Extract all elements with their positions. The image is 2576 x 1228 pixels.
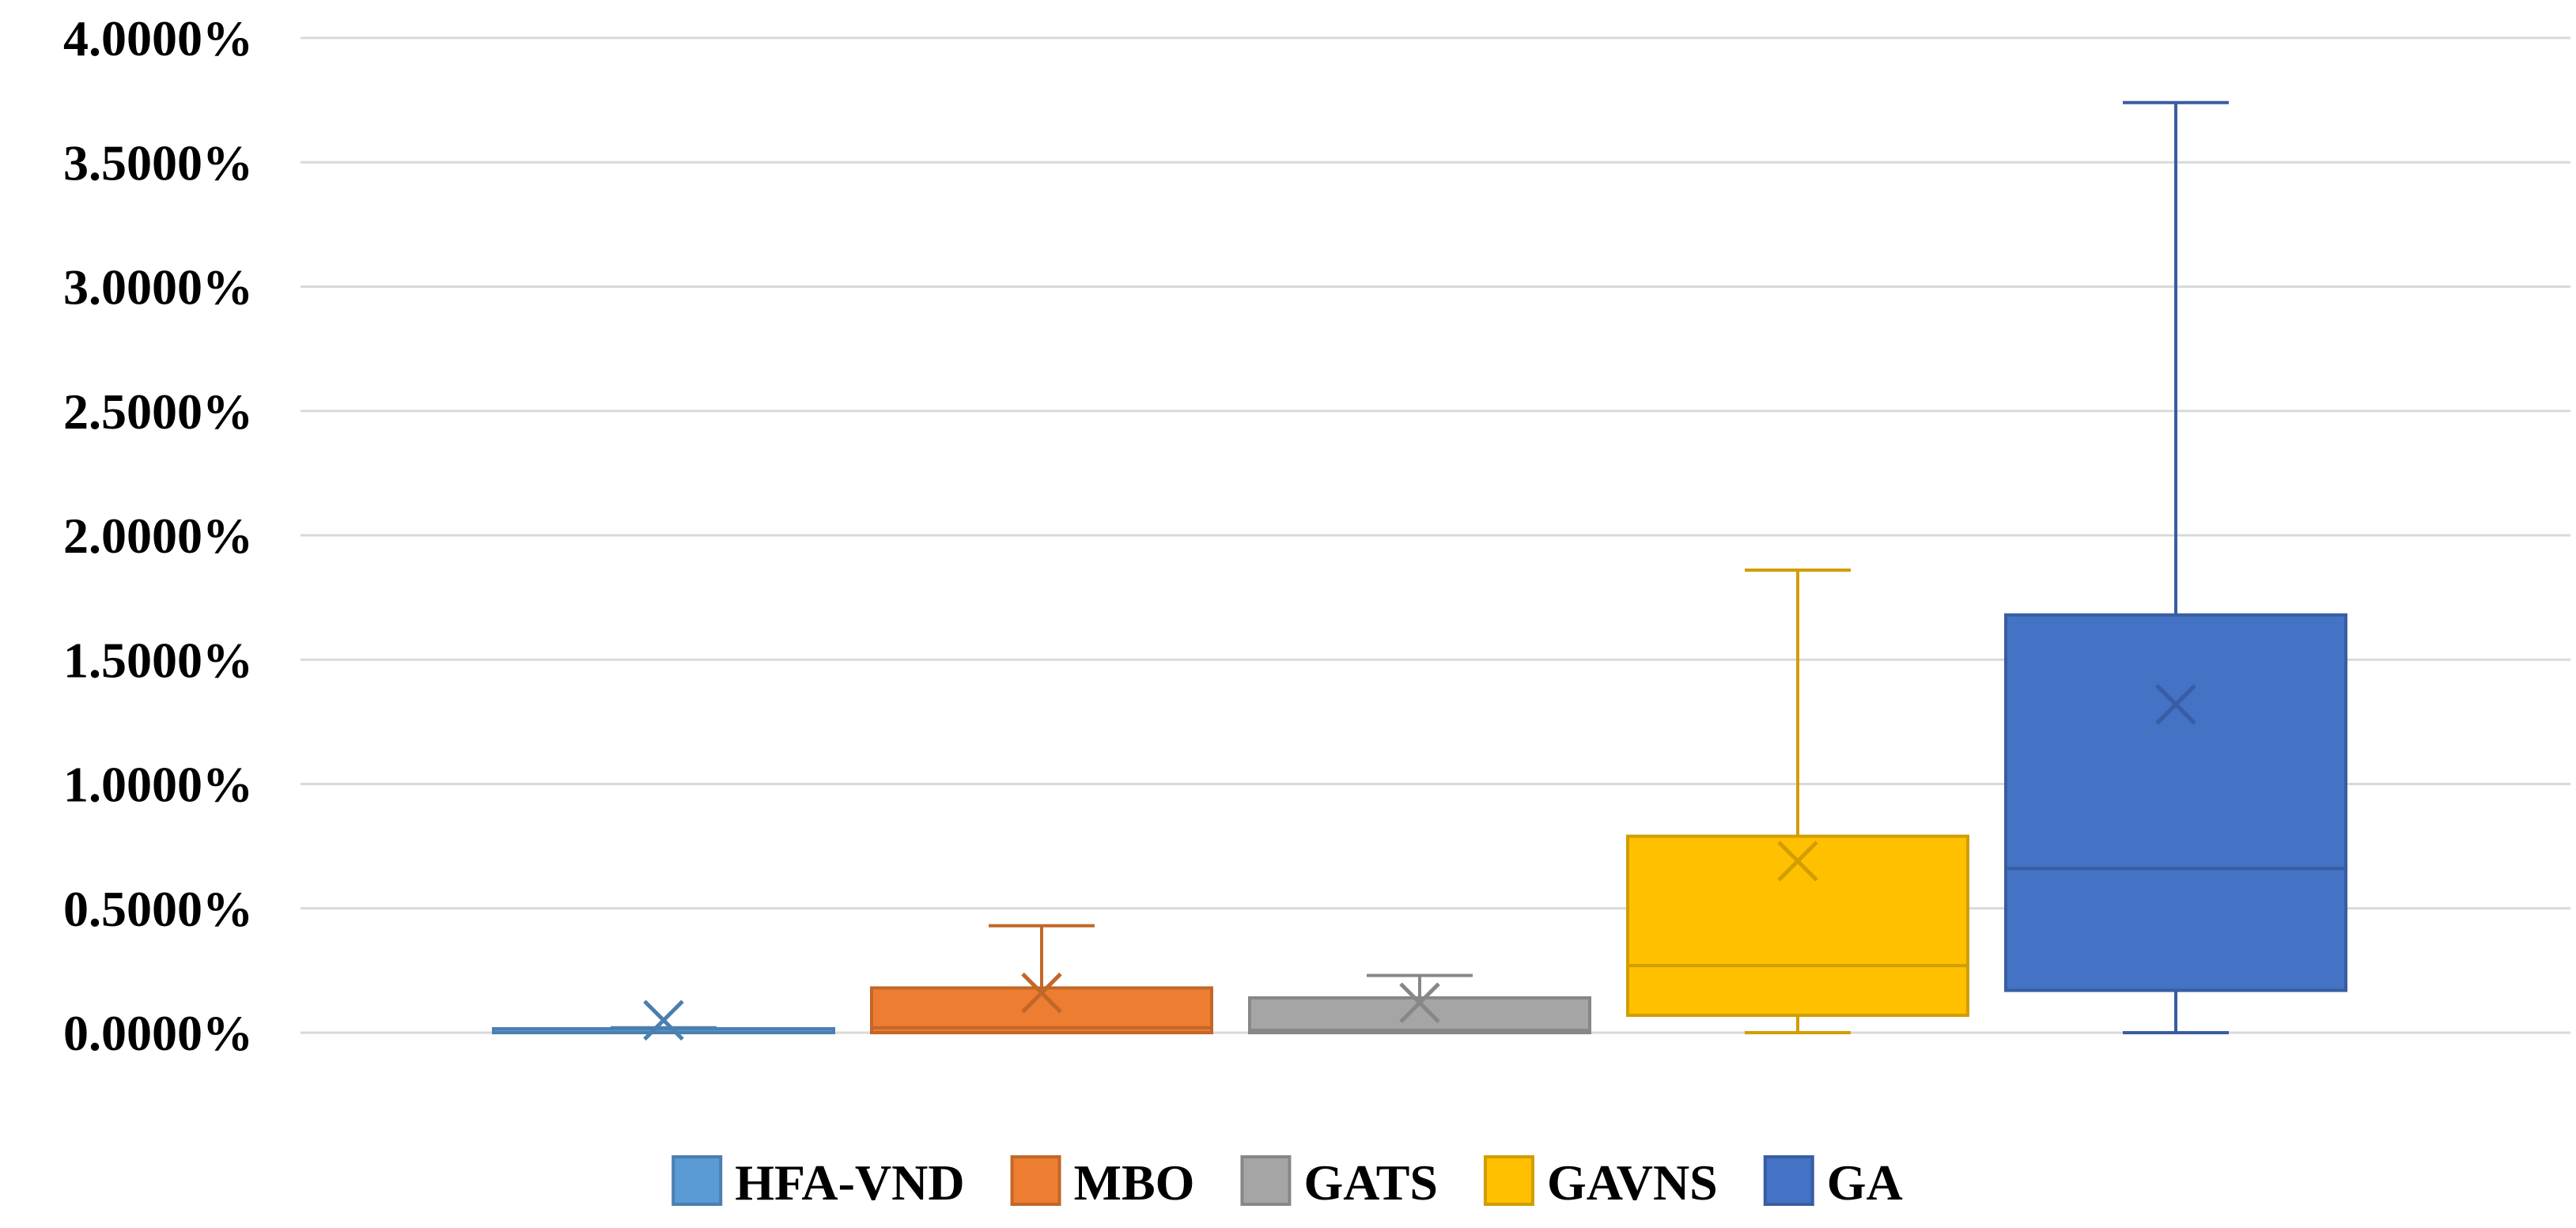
legend-label: GATS — [1303, 1154, 1438, 1211]
mean-marker — [1021, 972, 1062, 1014]
y-tick-label: 3.0000% — [63, 259, 253, 316]
mean-marker — [1399, 982, 1440, 1024]
legend-swatch — [671, 1155, 723, 1206]
legend-item-gavns: GAVNS — [1483, 1154, 1718, 1211]
y-tick-label: 1.5000% — [63, 632, 253, 688]
y-tick-label: 4.0000% — [63, 10, 253, 66]
mean-marker — [1777, 841, 1818, 882]
y-tick-label: 0.0000% — [63, 1005, 253, 1061]
legend-item-ga: GA — [1763, 1154, 1903, 1211]
legend-label: GAVNS — [1547, 1154, 1718, 1211]
box-series — [492, 100, 2347, 1041]
y-tick-label: 1.0000% — [63, 757, 253, 813]
legend: HFA-VND MBO GATS GAVNS GA — [671, 1154, 1903, 1211]
iqr-box — [2004, 613, 2347, 992]
y-tick-label: 2.0000% — [63, 508, 253, 564]
box-ga — [2004, 100, 2347, 1034]
box-gats — [1248, 973, 1591, 1034]
legend-item-gats: GATS — [1240, 1154, 1438, 1211]
iqr-box — [1626, 834, 1969, 1017]
legend-label: HFA-VND — [735, 1154, 964, 1211]
y-tick-label: 2.5000% — [63, 384, 253, 440]
y-tick-label: 0.5000% — [63, 881, 253, 937]
legend-label: MBO — [1074, 1154, 1195, 1211]
legend-swatch — [1010, 1155, 1061, 1206]
legend-swatch — [1763, 1155, 1814, 1206]
mean-marker — [643, 999, 684, 1041]
y-tick-label: 3.5000% — [63, 134, 253, 191]
legend-item-hfa-vnd: HFA-VND — [671, 1154, 965, 1211]
box-mbo — [870, 924, 1213, 1035]
legend-item-mbo: MBO — [1010, 1154, 1195, 1211]
box-gavns — [1626, 569, 1969, 1034]
y-axis-tick-labels: 0.0000% 0.5000% 1.0000% 1.5000% 2.0000% 2.500… — [63, 10, 253, 1061]
legend-swatch — [1240, 1155, 1292, 1206]
mean-marker — [2155, 684, 2196, 725]
legend-swatch — [1483, 1155, 1534, 1206]
gridlines — [301, 36, 2570, 1034]
box-hfa-vnd — [492, 999, 835, 1041]
legend-label: GA — [1827, 1154, 1903, 1211]
